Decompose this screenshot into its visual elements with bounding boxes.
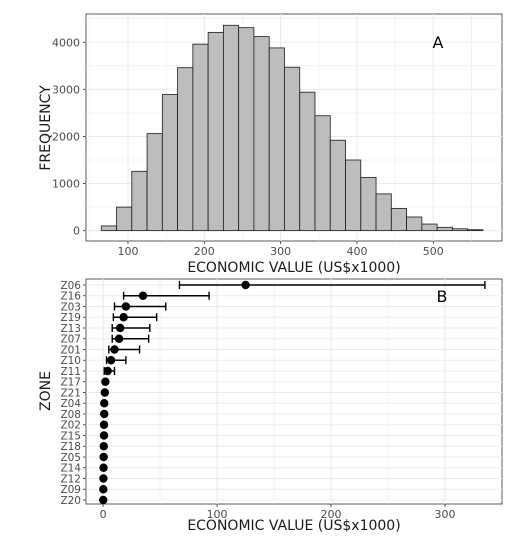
zone-point <box>114 334 124 343</box>
zone-panel: 0 100 200 300 Z06Z16Z03Z19Z13Z07Z01Z10Z11Z1… <box>38 278 503 534</box>
zone-x-ticks: 0 100 200 300 <box>100 504 456 521</box>
x-tick-label: 300 <box>435 508 456 521</box>
histogram-x-ticks: 100 200 300 400 500 <box>117 241 444 258</box>
zone-label: Z20 <box>60 495 81 507</box>
y-tick-label: 2000 <box>52 130 80 143</box>
zone-label: Z14 <box>60 463 81 475</box>
histogram-bar <box>390 208 407 232</box>
histogram-bar <box>116 206 133 232</box>
zone-point <box>99 452 108 462</box>
x-tick-label: 200 <box>194 245 215 258</box>
zone-point <box>106 356 116 365</box>
histogram-bar <box>146 133 163 232</box>
histogram-panel: 100 200 300 400 500 0 1000 2000 3000 4000 A ECON… <box>38 13 503 276</box>
panel-label-b: B <box>437 287 448 306</box>
x-tick-label: 100 <box>207 508 228 521</box>
zone-label: Z09 <box>60 484 81 496</box>
zone-point <box>99 420 109 429</box>
zone-point <box>99 474 108 483</box>
histogram-bar <box>284 66 301 232</box>
zone-point <box>121 302 131 311</box>
zone-point <box>99 485 108 494</box>
zone-y-axis-title: ZONE <box>38 371 54 411</box>
zone-point <box>100 388 110 397</box>
zone-point <box>99 463 108 472</box>
zone-label: Z15 <box>60 430 81 442</box>
zone-point <box>103 366 112 376</box>
x-tick-label: 0 <box>100 508 107 521</box>
zone-label: Z02 <box>60 420 81 432</box>
y-tick-label: 1000 <box>52 178 80 191</box>
histogram-y-ticks: 0 1000 2000 3000 4000 <box>52 36 86 238</box>
zone-points <box>99 280 250 505</box>
zone-point <box>99 442 108 451</box>
y-tick-label: 0 <box>73 225 80 238</box>
histogram-bar <box>467 229 484 232</box>
zone-point <box>115 323 125 333</box>
zone-label: Z07 <box>60 334 81 346</box>
histogram-bars <box>100 24 484 232</box>
zone-label: Z13 <box>60 323 81 335</box>
histogram-bar <box>375 193 392 232</box>
zone-label: Z08 <box>60 409 81 421</box>
histogram-bar <box>299 91 316 232</box>
zone-y-ticks: Z06Z16Z03Z19Z13Z07Z01Z10Z11Z17Z21Z04Z08Z… <box>60 280 86 507</box>
panel-label-a: A <box>433 33 444 52</box>
y-tick-label: 3000 <box>52 83 80 96</box>
zone-label: Z19 <box>60 312 81 324</box>
histogram-bar <box>222 24 240 232</box>
zone-point <box>138 291 148 300</box>
zone-label: Z06 <box>60 280 81 292</box>
zone-x-axis-title: ECONOMIC VALUE (US$x1000) <box>187 518 400 534</box>
zone-label: Z16 <box>60 291 81 303</box>
zone-point <box>100 409 109 419</box>
x-tick-label: 500 <box>423 245 444 258</box>
x-tick-label: 100 <box>117 245 138 258</box>
zone-point <box>119 313 128 322</box>
zone-label: Z03 <box>60 301 81 313</box>
histogram-bar <box>421 223 438 232</box>
zone-point <box>99 431 109 440</box>
y-tick-label: 4000 <box>52 36 80 49</box>
x-tick-label: 300 <box>270 245 291 258</box>
x-tick-label: 400 <box>346 245 367 258</box>
histogram-bar <box>268 47 285 232</box>
histogram-x-axis-title: ECONOMIC VALUE (US$x1000) <box>187 260 400 276</box>
histogram-bar <box>192 43 209 232</box>
zone-label: Z12 <box>60 473 81 485</box>
histogram-y-axis-title: FREQUENCY <box>38 85 54 171</box>
histogram-bar <box>329 139 346 232</box>
histogram-bar <box>207 31 224 232</box>
x-tick-label: 200 <box>321 508 342 521</box>
zone-point <box>100 399 109 408</box>
zone-label: Z17 <box>60 377 81 389</box>
zone-point <box>110 345 119 354</box>
zone-label: Z18 <box>60 441 81 453</box>
histogram-bar <box>451 228 469 232</box>
zone-label: Z11 <box>60 366 81 378</box>
zone-point <box>101 377 110 386</box>
histogram-bar <box>253 36 270 232</box>
zone-plot-area <box>85 278 503 505</box>
zone-point <box>99 495 108 505</box>
histogram-bar <box>360 177 377 232</box>
histogram-bar <box>406 216 423 232</box>
histogram-bar <box>131 170 148 232</box>
histogram-bar <box>177 67 194 232</box>
histogram-bar <box>238 27 255 232</box>
histogram-bar <box>345 159 362 232</box>
zone-label: Z21 <box>60 387 81 399</box>
histogram-bar <box>314 115 331 232</box>
zone-point <box>241 280 250 290</box>
histogram-bar <box>100 225 117 232</box>
histogram-bar <box>436 226 453 232</box>
zone-label: Z04 <box>60 398 81 410</box>
histogram-bar <box>161 94 178 232</box>
zone-label: Z01 <box>60 344 81 356</box>
zone-label: Z10 <box>60 355 81 367</box>
zone-label: Z05 <box>60 452 81 464</box>
